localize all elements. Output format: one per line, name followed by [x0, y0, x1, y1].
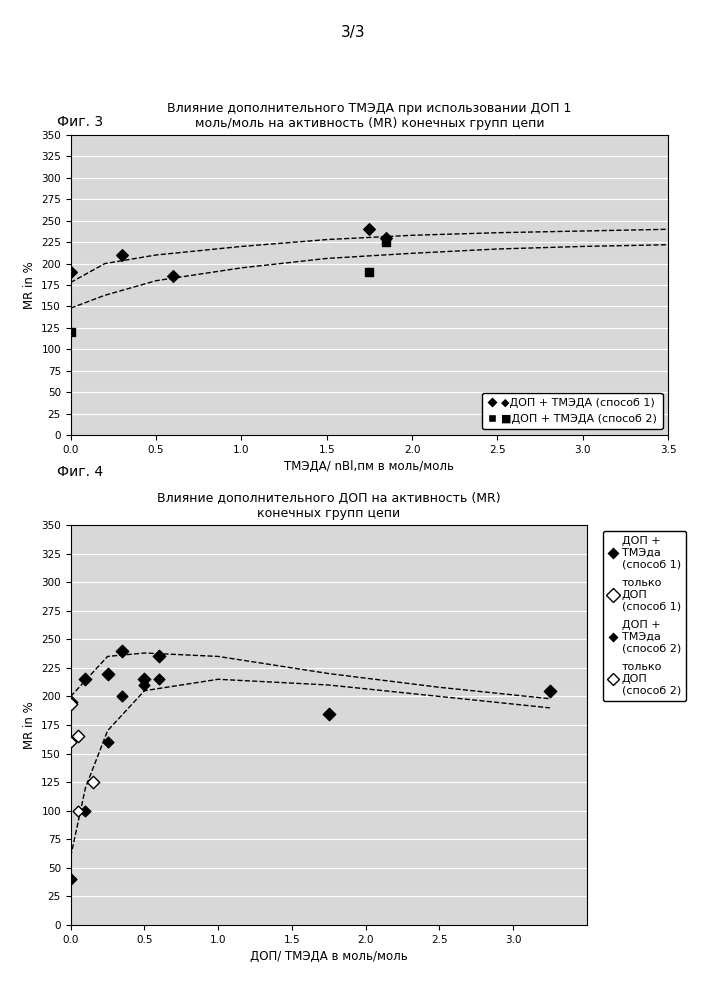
Point — [116, 247, 127, 263]
Point — [102, 734, 113, 750]
Point — [72, 728, 83, 744]
Point — [87, 774, 98, 790]
Point — [544, 683, 556, 699]
Text: Фиг. 4: Фиг. 4 — [57, 465, 103, 479]
Y-axis label: MR in %: MR in % — [23, 701, 35, 749]
Point — [139, 671, 150, 687]
Point — [363, 221, 375, 237]
X-axis label: ТМЭДА/ nBl,пм в моль/моль: ТМЭДА/ nBl,пм в моль/моль — [284, 460, 455, 473]
Point — [153, 671, 165, 687]
Title: Влияние дополнительного ТМЭДА при использовании ДОП 1
моль/моль на активность (M: Влияние дополнительного ТМЭДА при исполь… — [168, 102, 571, 130]
Point — [117, 643, 128, 659]
Point — [363, 264, 375, 280]
Point — [72, 803, 83, 819]
Legend: ◆ДОП + ТМЭДА (способ 1), ■ДОП + ТМЭДА (способ 2): ◆ДОП + ТМЭДА (способ 1), ■ДОП + ТМЭДА (с… — [482, 393, 662, 429]
Text: 3/3: 3/3 — [341, 25, 366, 40]
Point — [153, 648, 165, 664]
Point — [80, 671, 91, 687]
Text: Фиг. 3: Фиг. 3 — [57, 115, 103, 129]
Point — [65, 734, 76, 750]
Point — [381, 230, 392, 246]
Y-axis label: MR in %: MR in % — [23, 261, 35, 309]
Point — [80, 803, 91, 819]
Point — [65, 324, 76, 340]
Point — [65, 871, 76, 887]
Point — [102, 666, 113, 682]
Point — [65, 696, 76, 712]
Point — [117, 688, 128, 704]
Point — [139, 677, 150, 693]
X-axis label: ДОП/ ТМЭДА в моль/моль: ДОП/ ТМЭДА в моль/моль — [250, 950, 408, 963]
Point — [323, 706, 334, 722]
Title: Влияние дополнительного ДОП на активность (MR)
конечных групп цепи: Влияние дополнительного ДОП на активност… — [157, 492, 501, 520]
Point — [381, 234, 392, 250]
Point — [168, 268, 179, 284]
Point — [65, 694, 76, 710]
Point — [65, 264, 76, 280]
Legend: ДОП +
ТМЭда
(способ 1), только
ДОП
(способ 1), ДОП +
ТМЭда
(способ 2), только
ДО: ДОП + ТМЭда (способ 1), только ДОП (спос… — [602, 531, 686, 701]
